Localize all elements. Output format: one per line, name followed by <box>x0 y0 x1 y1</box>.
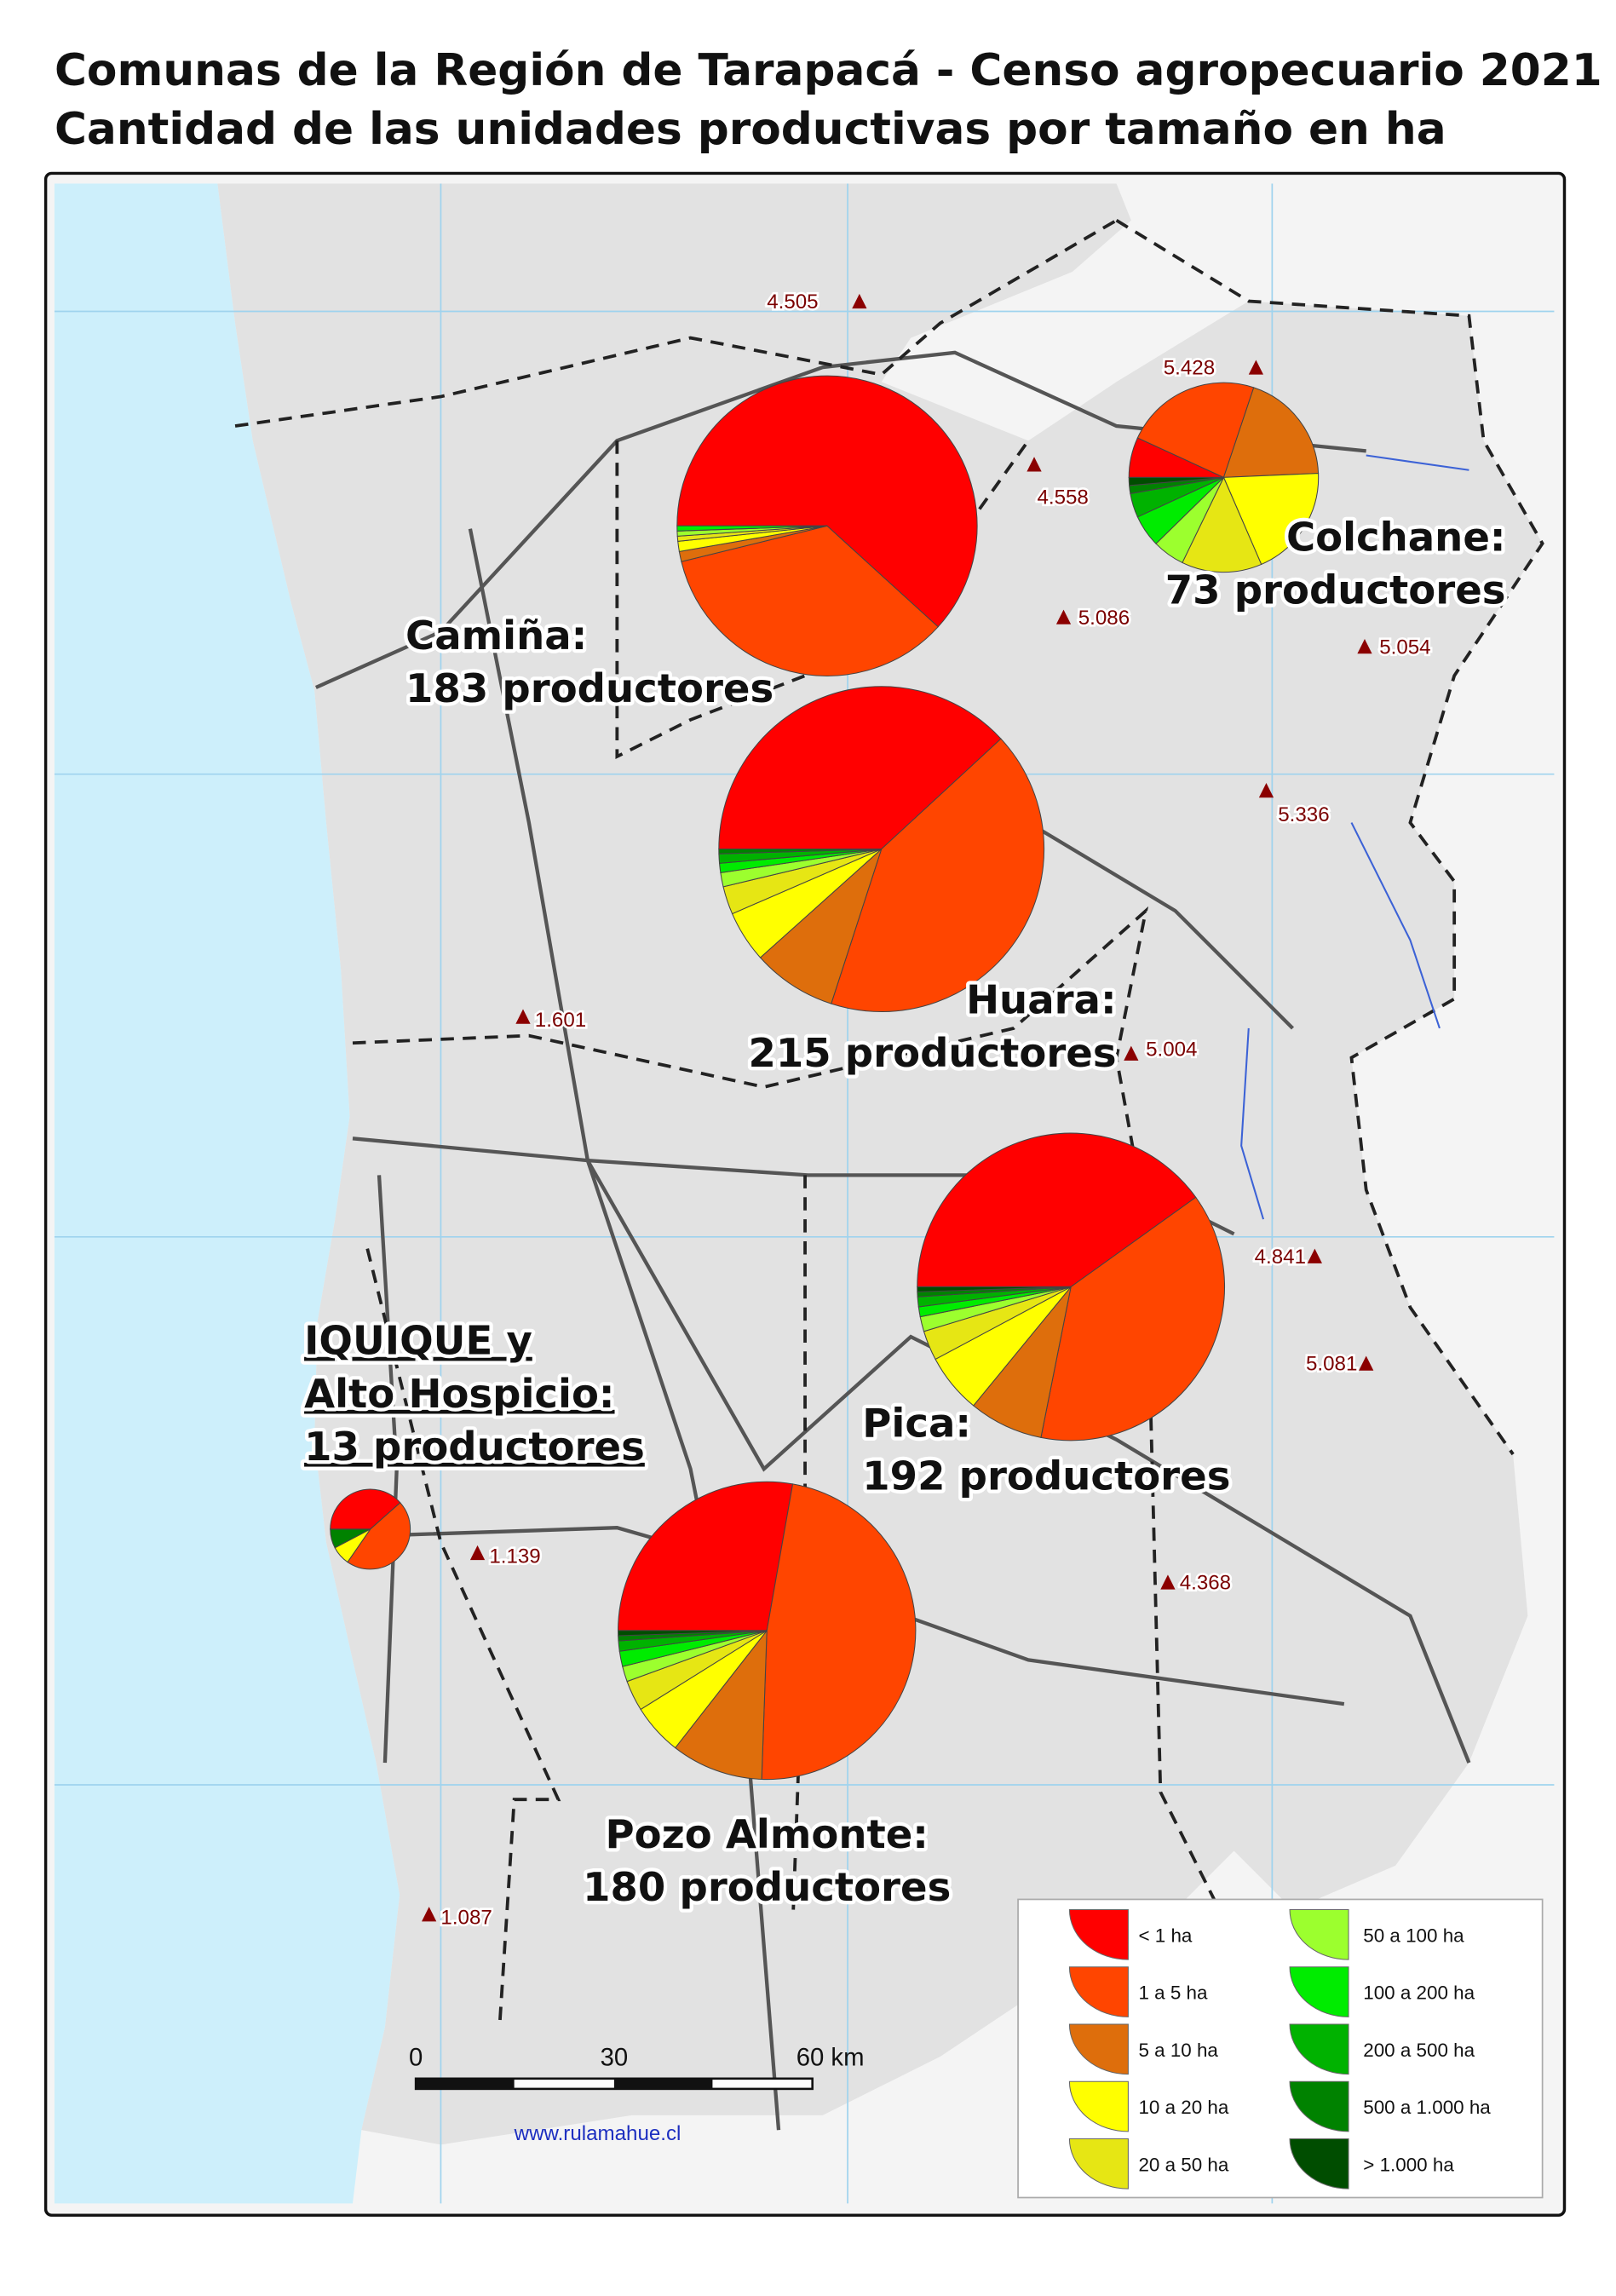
commune-label: Camiña: <box>405 613 587 659</box>
peak-marker <box>1248 360 1264 375</box>
commune-label: Huara: <box>966 977 1116 1023</box>
commune-label: 192 productores <box>862 1453 1230 1499</box>
pie-slice <box>1222 473 1320 566</box>
map-frame <box>43 171 1567 2217</box>
commune-label: 180 productores <box>583 1864 951 1910</box>
commune-label: 13 productores <box>304 1424 645 1470</box>
commune-label: IQUIQUE y <box>304 1318 532 1364</box>
peak-label: 5.081 <box>1306 1353 1357 1376</box>
pie-slice <box>761 1483 917 1781</box>
peak-label: 5.336 <box>1278 803 1329 826</box>
rivers <box>1240 454 1469 1220</box>
commune-boundaries <box>234 218 1544 2028</box>
legend-swatch <box>1068 2023 1129 2075</box>
commune-labels: Camiña: 183 productores Colchane: 73 produc… <box>301 510 1510 1913</box>
legend: < 1 ha 1 a 5 ha 5 a 10 ha 10 a 20 ha 20 a 50… <box>1017 1898 1544 2199</box>
peaks: 4.505 5.428 4.558 5.086 5.054 5.336 1.601 5.004… <box>422 289 1433 1931</box>
legend-label: 50 a 100 ha <box>1363 1925 1464 1946</box>
pie-slice <box>674 1629 768 1780</box>
commune-label: 215 productores <box>748 1030 1116 1076</box>
commune-label: Pica: <box>862 1400 971 1446</box>
legend-swatch <box>1289 1909 1349 1960</box>
pie-slice <box>676 375 978 628</box>
pie-slice <box>676 525 827 532</box>
peak-marker <box>1307 1248 1322 1263</box>
peak-label: 5.086 <box>1078 607 1130 630</box>
peak-label: 4.505 <box>767 291 818 314</box>
peak-marker <box>1027 457 1042 472</box>
legend-swatch <box>1289 2080 1349 2132</box>
pie-slice <box>1136 382 1255 479</box>
legend-swatch <box>1068 2080 1129 2132</box>
legend-label: 200 a 500 ha <box>1363 2040 1475 2061</box>
legend-label: 1 a 5 ha <box>1138 1982 1208 2004</box>
title-line: Comunas de la Región de Tarapacá - Censo… <box>55 45 1602 96</box>
legend-label: 20 a 50 ha <box>1138 2154 1228 2175</box>
sea <box>54 183 400 2204</box>
pie-slice <box>917 1132 1197 1287</box>
pies <box>330 375 1320 1781</box>
legend-swatch <box>1289 2023 1349 2075</box>
peak-marker <box>515 1009 531 1024</box>
pie-slice <box>718 686 1002 850</box>
peak-marker <box>1055 609 1072 624</box>
pie-slice <box>618 1630 768 1637</box>
scale-label: 0 <box>409 2043 423 2071</box>
pie-slice <box>1128 476 1224 486</box>
commune-label: Colchane: <box>1286 515 1506 561</box>
pie-slice <box>831 738 1045 1012</box>
peak-marker <box>469 1545 486 1561</box>
peak-label: 5.004 <box>1146 1039 1197 1062</box>
peak-label: 5.428 <box>1164 357 1215 380</box>
peak-label: 1.139 <box>489 1545 540 1568</box>
peak-marker <box>852 293 867 309</box>
peak-marker <box>1359 1355 1374 1371</box>
peak-marker <box>1357 639 1372 654</box>
scale-label: 30 <box>601 2043 629 2071</box>
legend-label: 10 a 20 ha <box>1138 2097 1228 2118</box>
legend-swatch <box>1289 1966 1349 2017</box>
peak-marker <box>1124 1045 1139 1061</box>
scale-bar: 0 30 60 km <box>409 2043 865 2091</box>
peak-label: 4.841 <box>1255 1246 1306 1269</box>
legend-label: 500 a 1.000 ha <box>1363 2097 1491 2118</box>
commune-label: Pozo Almonte: <box>606 1811 929 1857</box>
region-land <box>217 183 1543 2145</box>
legend-swatch <box>1068 1966 1129 2017</box>
pie-slice <box>917 1286 1072 1292</box>
peak-marker <box>1160 1574 1176 1590</box>
scale-label: 60 km <box>796 2043 865 2071</box>
pie-slice <box>681 525 939 676</box>
commune-label: Alto Hospicio: <box>304 1371 614 1417</box>
peak-label: 4.368 <box>1180 1572 1231 1595</box>
credit: www.rulamahue.cl <box>514 2122 681 2145</box>
legend-label: 5 a 10 ha <box>1138 2040 1218 2061</box>
peak-marker <box>422 1907 437 1922</box>
legend-swatch <box>1289 2138 1349 2190</box>
peak-label: 1.601 <box>535 1009 586 1032</box>
pie-slice <box>347 1502 411 1570</box>
legend-swatch <box>1068 1909 1129 1960</box>
legend-label: < 1 ha <box>1138 1925 1192 1946</box>
pie-slice <box>1040 1196 1226 1441</box>
pie-slice <box>1182 476 1262 573</box>
commune-label: 73 productores <box>1165 567 1506 613</box>
peak-label: 4.558 <box>1037 486 1088 509</box>
pie-slice <box>330 1488 401 1530</box>
pie-slice <box>759 847 883 1004</box>
legend-swatch <box>1068 2138 1129 2190</box>
pie-slice <box>618 1481 794 1631</box>
peak-label: 1.087 <box>440 1907 492 1930</box>
pie-slice <box>718 849 882 855</box>
peak-marker <box>1258 783 1274 798</box>
legend-label: > 1.000 ha <box>1363 2154 1454 2175</box>
pie-slice <box>330 1528 371 1549</box>
pie-slice <box>1222 387 1320 478</box>
title-line: Cantidad de las unidades productivas por… <box>55 104 1446 155</box>
commune-label: 183 productores <box>405 665 773 711</box>
peak-label: 5.054 <box>1379 636 1430 659</box>
legend-label: 100 a 200 ha <box>1363 1982 1475 2004</box>
